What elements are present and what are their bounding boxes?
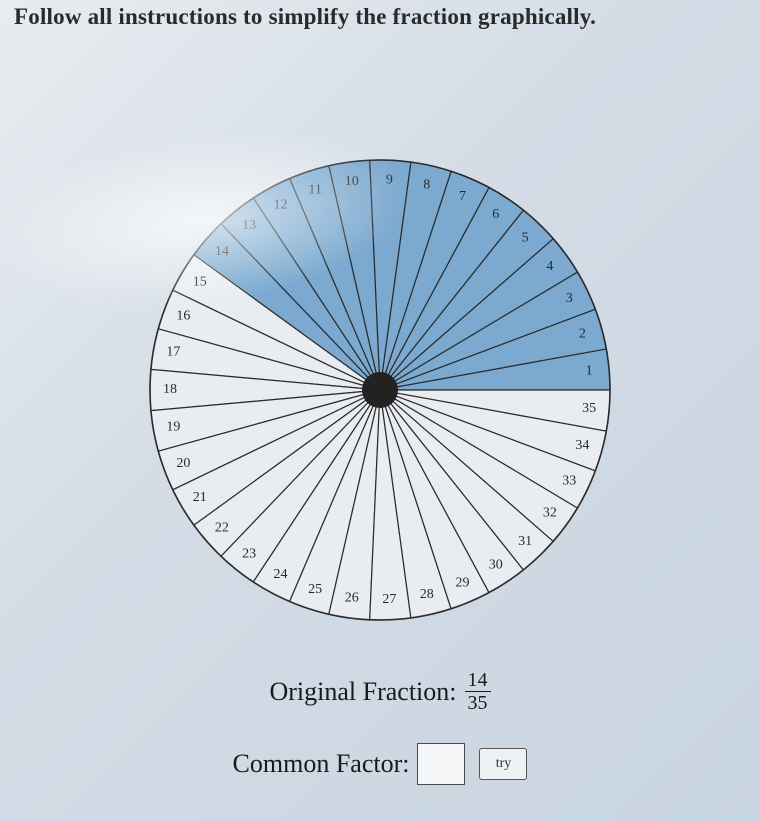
- slice-label: 35: [582, 401, 596, 416]
- fraction-pie-chart[interactable]: 1234567891011121314151617181920212223242…: [130, 140, 630, 640]
- slice-label: 10: [345, 174, 359, 189]
- slice-label: 15: [193, 275, 207, 290]
- slice-label: 6: [492, 207, 499, 222]
- slice-label: 3: [566, 291, 573, 306]
- fraction-denominator: 35: [465, 692, 491, 713]
- try-button[interactable]: try: [479, 748, 527, 780]
- bottom-block: Original Fraction: 14 35 Common Factor: …: [0, 670, 760, 815]
- common-factor-label: Common Factor:: [233, 749, 410, 779]
- slice-label: 9: [386, 172, 393, 187]
- slice-label: 14: [215, 244, 229, 259]
- slice-label: 26: [345, 590, 359, 605]
- slice-label: 18: [163, 382, 177, 397]
- slice-label: 2: [579, 326, 586, 341]
- slice-label: 1: [586, 363, 593, 378]
- slice-label: 25: [308, 582, 322, 597]
- slice-label: 5: [522, 230, 529, 245]
- pie-svg: 1234567891011121314151617181920212223242…: [130, 140, 630, 640]
- page-root: Follow all instructions to simplify the …: [0, 0, 760, 821]
- slice-label: 12: [273, 197, 287, 212]
- slice-label: 30: [489, 557, 503, 572]
- common-factor-row: Common Factor: try: [0, 743, 760, 785]
- slice-label: 11: [308, 182, 321, 197]
- original-fraction-row: Original Fraction: 14 35: [0, 670, 760, 713]
- slice-label: 17: [166, 345, 180, 360]
- fraction-numerator: 14: [465, 670, 491, 692]
- slice-label: 19: [166, 420, 180, 435]
- pie-hub: [362, 372, 398, 408]
- slice-label: 28: [420, 587, 434, 602]
- instruction-text: Follow all instructions to simplify the …: [14, 4, 596, 30]
- slice-label: 33: [562, 473, 576, 488]
- slice-label: 7: [459, 189, 466, 204]
- slice-label: 4: [546, 259, 553, 274]
- slice-label: 29: [456, 575, 470, 590]
- slice-label: 27: [382, 592, 396, 607]
- slice-label: 16: [176, 308, 190, 323]
- slice-label: 8: [423, 177, 430, 192]
- slice-label: 31: [518, 534, 532, 549]
- slice-label: 34: [575, 438, 589, 453]
- slice-label: 32: [543, 506, 557, 521]
- original-fraction-value: 14 35: [465, 670, 491, 713]
- common-factor-input[interactable]: [417, 743, 465, 785]
- slice-label: 21: [193, 490, 207, 505]
- slice-label: 20: [176, 456, 190, 471]
- original-fraction-label: Original Fraction:: [269, 677, 456, 707]
- slice-label: 13: [242, 218, 256, 233]
- slice-label: 24: [273, 567, 287, 582]
- slice-label: 22: [215, 520, 229, 535]
- slice-label: 23: [242, 546, 256, 561]
